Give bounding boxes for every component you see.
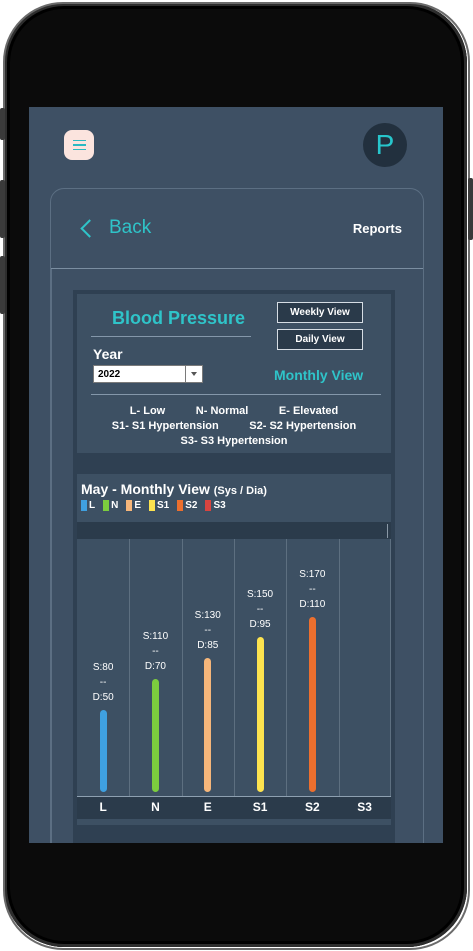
column-separator [339,539,340,796]
key-label: S1 [157,500,170,511]
card-divider [51,268,423,269]
phone-mute-switch [0,108,5,140]
x-tick-label-s3: S3 [357,800,372,814]
chart-x-axis: L N E S1 S2 S3 [77,796,391,819]
bar-s1[interactable] [256,637,264,792]
key-item-s2: S2 [177,500,197,511]
data-label-sys: S:170 [299,568,326,580]
phone-power-button [468,178,473,240]
legend-line-1: L- Low N- Normal E- Elevated [129,405,339,417]
avatar[interactable]: P [363,123,407,167]
data-label-sep: -- [204,625,212,637]
year-dropdown[interactable]: 2022 [93,365,203,383]
data-label-s1: S:150 -- D:95 [234,587,286,632]
key-item-l: L [81,500,95,511]
data-label-dia: D:50 [92,691,114,703]
menu-button[interactable] [64,130,94,160]
bar-chart: S:80 -- D:50 S:110 -- D:70 S:130 -- D:85 S:150 -- D… [77,539,391,796]
key-label: N [111,500,119,511]
bar-s2[interactable] [308,616,316,792]
column-separator [234,539,235,796]
year-value: 2022 [98,368,121,380]
chevron-left-icon [80,219,99,238]
legend-line-2: S1- S1 Hypertension S2- S2 Hypertension [111,420,357,432]
weekly-view-button[interactable]: Weekly View [277,302,363,323]
chart-color-key: L N E S1 S2 S3 [81,500,226,511]
legend-line-3: S3- S3 Hypertension [180,435,288,447]
daily-view-button[interactable]: Daily View [277,329,363,350]
key-swatch [177,500,184,511]
data-label-dia: D:95 [249,619,271,631]
bp-chart-panel: May - Monthly View (Sys / Dia) L N E S1 S2 S3… [73,474,395,825]
bar-l[interactable] [99,709,107,792]
data-label-sys: S:110 [142,630,169,642]
x-tick-label-e: E [203,800,212,814]
data-label-dia: D:70 [144,660,166,672]
data-label-sys: S:150 [246,589,274,601]
x-tick-label-n: N [151,800,160,814]
bar-e[interactable] [204,658,212,792]
bp-filter-panel: Blood Pressure Year 2022 Weekly View Dai… [73,290,395,457]
key-label: S3 [213,500,226,511]
key-swatch [149,500,156,511]
phone-volume-down [0,256,5,314]
data-label-l: S:80 -- D:50 [77,660,129,705]
key-label: S2 [185,500,198,511]
data-label-sep: -- [256,604,264,616]
column-separator [286,539,287,796]
category-legend: L- Low N- Normal E- Elevated S1- S1 Hype… [77,404,391,449]
column-separator [182,539,183,796]
column-separator [129,539,130,796]
data-label-sep: -- [99,676,107,688]
data-label-n: S:110 -- D:70 [129,629,181,674]
back-button[interactable]: Back [80,217,152,239]
key-label: E [134,500,142,511]
panel-title: Blood Pressure [112,308,246,328]
chart-header-tick [387,524,388,538]
x-tick-label-s2: S2 [305,800,320,814]
legend-divider [91,394,381,395]
data-label-e: S:130 -- D:85 [182,608,234,653]
hamburger-icon [72,137,86,154]
data-label-dia: D:110 [299,598,326,610]
title-divider [91,336,251,337]
chart-title: May - Monthly View (Sys / Dia) [81,481,267,497]
key-swatch [205,500,212,511]
key-swatch [81,500,87,511]
data-label-sys: S:130 [194,610,221,622]
bar-n[interactable] [151,678,159,792]
panel-separator [73,457,395,474]
data-label-dia: D:85 [197,640,219,652]
data-label-sep: -- [309,583,316,595]
reports-link[interactable]: Reports [352,221,402,236]
x-tick-label-l: L [99,800,107,814]
key-item-s3: S3 [205,500,226,511]
monthly-view-label: Monthly View [274,367,364,383]
x-tick-label-s1: S1 [252,800,268,814]
year-label: Year [93,346,123,362]
chart-header-strip [77,522,391,539]
key-label: L [89,500,96,511]
panel-footer-strip [73,825,395,843]
back-label: Back [109,217,152,238]
phone-volume-up [0,180,5,238]
chart-title-main: May - Monthly View [81,481,210,497]
key-item-n: N [103,500,118,511]
dropdown-arrow-icon [185,366,202,382]
chart-title-units: (Sys / Dia) [213,485,267,497]
key-swatch [103,500,110,511]
column-separator [390,539,391,796]
data-label-s2: S:170 -- D:110 [286,567,338,612]
data-label-sys: S:80 [92,661,114,673]
key-item-e: E [126,500,141,511]
key-item-s1: S1 [149,500,169,511]
data-label-sep: -- [152,645,159,657]
key-swatch [126,500,133,511]
card-left-border [51,269,52,843]
app-screen: P Back Reports Blood Pressure Year 2022 … [29,107,443,843]
